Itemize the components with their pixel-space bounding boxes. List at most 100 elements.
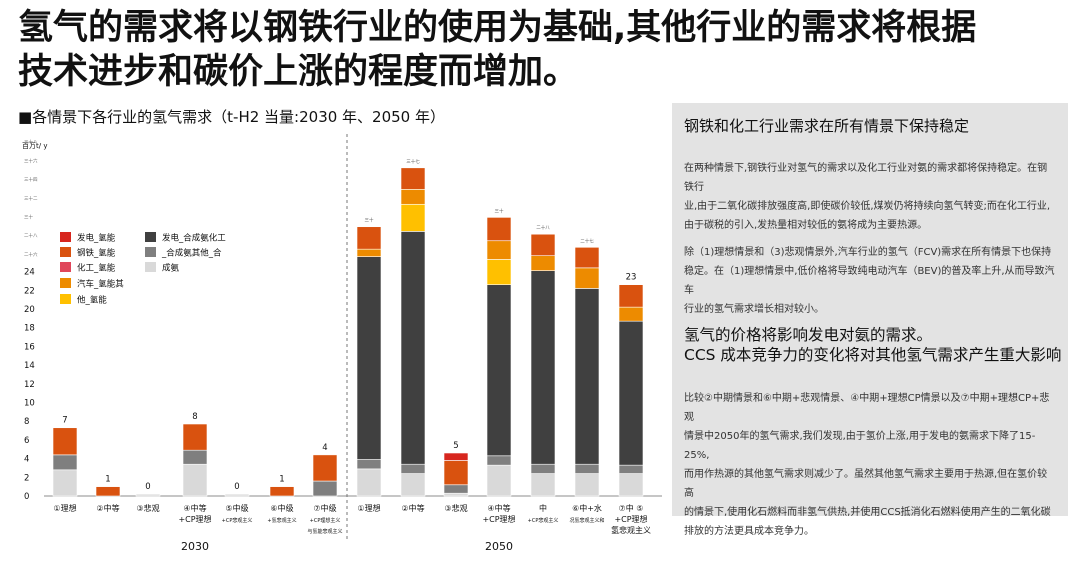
y-tick-label: 2 [24,473,29,483]
y-tick-label: 三十 [24,214,33,221]
bar-category-label: ⑥中+水 [572,503,602,513]
panel-heading-stability: 钢铁和化工行业需求在所有情景下保持稳定 [684,117,970,135]
bar-total-label: 0 [145,482,150,492]
commentary-panel: 钢铁和化工行业需求在所有情景下保持稳定 在两种情景下,钢铁行业对氢气的需求以及化… [672,103,1068,537]
bar-segment [135,493,161,497]
y-tick-label: 三十八 [24,139,38,146]
bar-total-label: 0 [234,482,239,492]
bar-total-label: 4 [322,443,327,453]
bar-category-label: ⑦中级 [313,503,336,513]
bar-segment [443,460,469,486]
panel-p1-line: 业,由于二氧化碳排放强度高,即使碳价较低,煤炭仍将持续向氢气转变;而在化工行业, [684,201,1051,212]
bar-segment [95,486,121,497]
bar-segment [400,463,426,474]
panel-h2-line: CCS 成本竞争力的变化将对其他氢气需求产生重大影响 [684,346,1062,364]
bar-segment [486,464,512,497]
bar-category-label: ③悲观 [444,503,467,513]
bar-total-label: 5 [453,441,458,451]
bar-segment [52,469,78,497]
legend-swatch [60,262,71,272]
bar-category-label: +CP理想 [614,514,647,524]
bar-category-label: 况氢悲观主义和 [569,517,604,524]
y-tick-label: 10 [24,399,35,409]
bar-category-label: +CP悲观主义 [528,517,559,524]
bar-segment [618,284,644,308]
y-tick-label: 18 [24,324,35,334]
bar-category-label: ⑤中级 [225,503,248,513]
y-tick-label: 14 [24,361,35,371]
bar-segment [574,473,600,497]
bar-total-label: 1 [105,475,110,485]
panel-p3-line: 比较②中期情景和⑥中期+悲观情景、④中期+理想CP情景以及⑦中期+理想CP+悲观 [684,393,1050,423]
bar-category-label: ①理想 [357,503,380,513]
bar-total-label: 三十七 [406,158,420,165]
bar-total-label: 三十 [365,217,374,224]
y-tick-label: 0 [24,492,29,502]
bar-segment [443,492,469,497]
legend-swatch [60,294,71,304]
bar-segment [52,454,78,471]
panel-paragraph-3: 比较②中期情景和⑥中期+悲观情景、④中期+理想CP情景以及⑦中期+理想CP+悲观… [684,389,1056,541]
legend-swatch [145,247,156,257]
headline-line-1: 氢气的需求将以钢铁行业的使用为基础,其他行业的需求将根据 [18,8,977,48]
y-tick-label: 22 [24,286,35,296]
bar-segment [530,233,556,257]
bar-segment [400,231,426,465]
bar-segment [443,452,469,461]
bar-category-label: +CP理想 [482,514,515,524]
bar-segment [486,217,512,242]
legend-label: _合成氨其他_合 [161,248,222,259]
bar-segment [52,427,78,456]
panel-paragraph-1: 在两种情景下,钢铁行业对氢气的需求以及化工行业对氨的需求都将保持稳定。在钢铁行 … [684,159,1056,235]
panel-paragraph-2: 除（1)理想情景和（3)悲观情景外,汽车行业的氢气（FCV)需求在所有情景下也保… [684,243,1056,319]
legend-swatch [60,247,71,257]
bar-segment [182,463,208,497]
y-axis-label: 百万t/ y [22,142,47,150]
bar-total-label: 1 [279,475,284,485]
bar-category-label: ①理想 [53,503,76,513]
bar-category-label: ④中等 [183,503,206,513]
legend-label: 成氨 [162,263,180,274]
panel-p3-line: 排放的方法更具成本竞争力。 [684,526,814,537]
bar-segment [618,306,644,322]
bar-category-label: 氢悲观主义 [611,525,651,535]
panel-p3-line: 而用作热源的其他氢气需求则减少了。虽然其他氢气需求主要用于热源,但在氢价较高 [684,469,1048,499]
panel-p1-line: 由于碳税的引入,发热量相对较低的氨将成为主要热源。 [684,220,928,231]
bar-category-label: +CP理想主义 [310,517,341,524]
bar-segment [356,248,382,257]
bar-total-label: 23 [626,273,637,283]
bar-segment [312,480,338,497]
bar-segment [530,473,556,497]
bar-segment [312,454,338,482]
bar-segment [574,463,600,474]
bar-segment [356,468,382,497]
bar-segment [443,484,469,494]
bar-segment [224,493,250,497]
bar-segment [400,167,426,190]
panel-h2-line: 氢气的价格将影响发电对氨的需求。 [684,326,933,344]
y-tick-label: 三十六 [24,157,38,164]
bar-total-label: 三十 [495,207,504,214]
panel-p3-line: 的情景下,使用化石燃料而非氢气供热,并使用CCS抵消化石燃料使用产生的二氧化碳 [684,507,1051,518]
bar-segment [356,256,382,460]
y-tick-label: 4 [24,455,29,465]
bar-category-label: ②中等 [401,503,424,513]
panel-p3-line: 情景中2050年的氢气需求,我们发现,由于氢价上涨,用于发电的氨需求下降了15-… [684,431,1036,461]
panel-p2-line: 行业的氢气需求增长相对较小。 [684,304,824,315]
y-tick-label: 二十八 [24,232,38,239]
bar-category-label: ③悲观 [136,503,159,513]
y-tick-label: 16 [24,342,35,352]
bar-category-label: ⑦中 ⑤ [619,503,644,513]
bar-category-label: 与氢能悲观主义 [307,528,342,535]
bar-segment [486,240,512,260]
legend-swatch [60,278,71,288]
bar-segment [574,288,600,465]
bar-segment [486,259,512,285]
group-label-2050: 2050 [485,540,513,553]
y-tick-label: 24 [24,268,35,278]
panel-p2-line: 稳定。在（1)理想情景中,低价格将导致纯电动汽车（BEV)的普及率上升,从而导致… [684,266,1055,296]
y-tick-label: 8 [24,417,29,427]
bar-segment [400,473,426,497]
page-headline: 氢气的需求将以钢铁行业的使用为基础,其他行业的需求将根据 技术进步和碳价上涨的程… [18,6,1058,94]
bar-segment [400,203,426,232]
